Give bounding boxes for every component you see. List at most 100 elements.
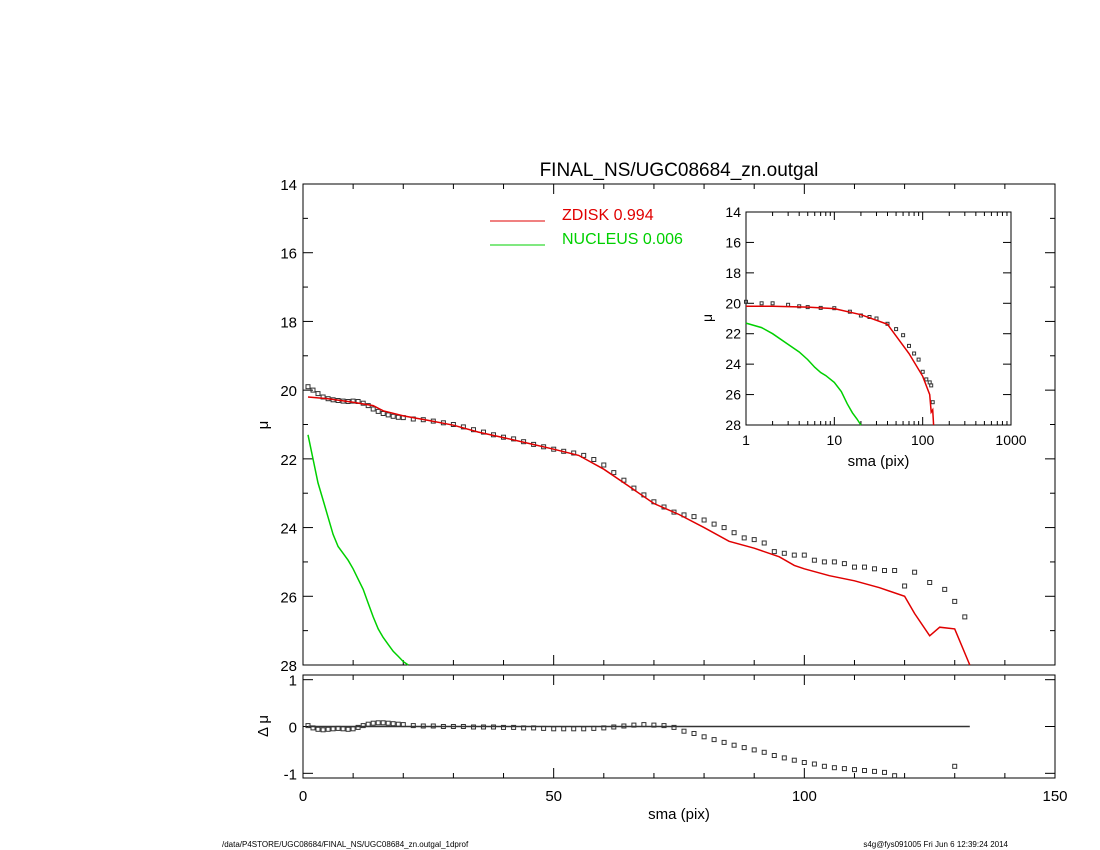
inset-observed-point xyxy=(770,301,775,306)
main-observed-point xyxy=(791,552,797,558)
main-observed-point xyxy=(741,535,747,541)
main-observed-point xyxy=(591,457,597,462)
resid-residual-point xyxy=(761,749,767,755)
resid-y-axis-label: Δ μ xyxy=(255,715,272,737)
main-observed-point xyxy=(811,557,817,563)
main-observed-point xyxy=(912,569,918,575)
resid-residual-point xyxy=(801,760,807,765)
main-observed-point xyxy=(601,462,607,468)
inset-y-tick-label: 14 xyxy=(725,204,741,220)
resid-residual-point xyxy=(701,734,707,740)
resid-residual-point xyxy=(741,745,747,751)
main-observed-point xyxy=(942,586,948,592)
legend-label-zdisk: ZDISK 0.994 xyxy=(562,207,654,224)
main-y-tick-label: 28 xyxy=(280,658,297,675)
inset-observed-point xyxy=(929,383,934,388)
chart-title: FINAL_NS/UGC08684_zn.outgal xyxy=(540,160,819,181)
resid-residual-point xyxy=(315,726,321,732)
resid-residual-point xyxy=(355,724,361,730)
main-y-tick-label: 14 xyxy=(280,177,297,194)
main-observed-point xyxy=(731,530,737,536)
x-axis-label: sma (pix) xyxy=(648,806,710,823)
main-observed-point xyxy=(370,406,376,412)
inset-y-tick-label: 18 xyxy=(725,265,741,281)
main-observed-point xyxy=(761,540,767,546)
inset-x-tick-label: 100 xyxy=(911,432,935,448)
main-nucleus-line xyxy=(307,434,409,666)
resid-residual-point xyxy=(952,763,958,769)
resid-residual-point xyxy=(771,753,777,758)
main-observed-point xyxy=(350,398,356,404)
main-observed-point xyxy=(385,412,391,418)
resid-residual-point xyxy=(681,728,687,734)
resid-y-tick-label: -1 xyxy=(284,766,297,783)
main-y-tick-label: 22 xyxy=(280,452,297,469)
inset-y-tick-label: 28 xyxy=(725,417,741,433)
resid-residual-point xyxy=(862,768,867,773)
inset-y-tick-label: 26 xyxy=(725,387,741,403)
inset-observed-point xyxy=(894,327,899,332)
resid-residual-point xyxy=(345,726,351,732)
x-tick-label: 0 xyxy=(299,788,307,805)
inset-observed-point xyxy=(920,369,925,374)
main-observed-point xyxy=(395,414,401,420)
resid-residual-point xyxy=(671,724,677,730)
main-observed-point xyxy=(310,387,316,393)
main-observed-point xyxy=(375,408,381,414)
resid-residual-point xyxy=(375,720,381,726)
resid-residual-point xyxy=(661,723,667,729)
resid-residual-point xyxy=(360,723,366,729)
main-observed-point xyxy=(701,517,707,523)
resid-residual-point xyxy=(511,724,517,730)
resid-residual-point xyxy=(330,726,336,732)
x-tick-label: 100 xyxy=(792,788,817,805)
inset-observed-point xyxy=(759,301,764,306)
resid-residual-point xyxy=(350,726,356,732)
resid-residual-point xyxy=(721,739,727,745)
resid-residual-point xyxy=(882,769,887,775)
resid-residual-point xyxy=(340,726,346,732)
inset-y-tick-label: 16 xyxy=(725,234,741,250)
resid-residual-point xyxy=(751,747,757,753)
inset-observed-point xyxy=(930,400,935,405)
main-observed-point xyxy=(841,561,847,567)
main-observed-point xyxy=(952,598,958,604)
footer-file-path: /data/P4STORE/UGC08684/FINAL_NS/UGC08684… xyxy=(222,840,469,849)
resid-residual-point xyxy=(390,721,396,727)
resid-residual-point xyxy=(791,757,797,763)
resid-residual-point xyxy=(852,767,857,773)
resid-residual-point xyxy=(821,763,827,769)
resid-residual-point xyxy=(571,726,577,732)
legend-label-nucleus: NUCLEUS 0.006 xyxy=(562,231,683,248)
main-observed-point xyxy=(801,552,807,558)
resid-residual-point xyxy=(731,742,737,748)
resid-residual-point xyxy=(811,761,817,767)
resid-residual-point xyxy=(581,726,587,732)
resid-residual-point xyxy=(320,727,326,733)
main-observed-point xyxy=(781,550,787,556)
resid-residual-point xyxy=(892,773,898,779)
main-y-tick-label: 18 xyxy=(280,314,297,331)
inset-observed-point xyxy=(744,299,748,304)
main-observed-point xyxy=(751,537,757,543)
main-observed-point xyxy=(852,564,857,570)
resid-residual-point xyxy=(395,721,401,727)
resid-residual-point xyxy=(380,720,386,726)
inset-x-tick-label: 1000 xyxy=(995,432,1026,448)
resid-residual-point xyxy=(385,720,391,726)
main-observed-point xyxy=(721,525,727,531)
x-tick-label: 50 xyxy=(545,788,562,805)
resid-y-tick-label: 1 xyxy=(289,673,297,690)
resid-residual-point xyxy=(561,726,567,732)
inset-y-tick-label: 20 xyxy=(725,295,741,311)
inset-zdisk-line xyxy=(746,305,935,426)
inset-nucleus-line xyxy=(745,322,862,426)
main-y-tick-label: 16 xyxy=(280,246,297,263)
resid-residual-point xyxy=(841,766,847,772)
resid-residual-point xyxy=(872,768,877,774)
inset-plot-frame xyxy=(745,211,1012,426)
main-observed-point xyxy=(927,580,933,585)
main-observed-point xyxy=(691,514,697,520)
resid-residual-point xyxy=(551,726,557,732)
